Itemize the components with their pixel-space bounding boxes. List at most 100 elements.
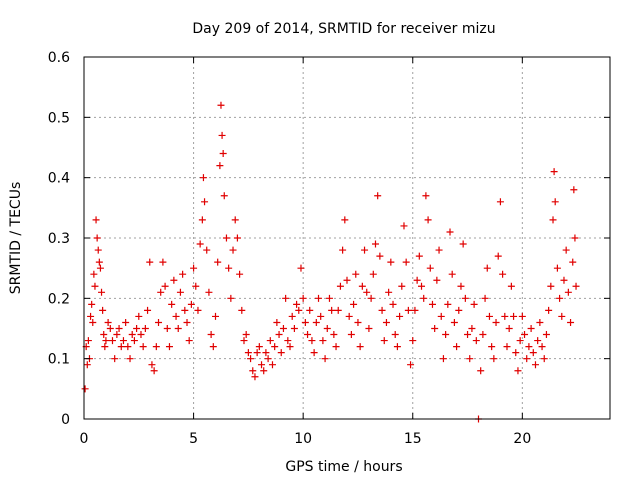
data-point — [402, 258, 410, 266]
data-point — [133, 325, 141, 332]
data-point — [236, 270, 244, 278]
data-point — [111, 355, 119, 363]
data-point — [304, 331, 312, 339]
data-point — [84, 337, 92, 345]
data-point — [562, 246, 570, 254]
x-axis-label: GPS time / hours — [285, 459, 402, 475]
data-point — [549, 216, 557, 224]
data-point — [217, 101, 225, 109]
data-point — [157, 288, 165, 296]
data-point — [104, 318, 112, 326]
data-point — [295, 306, 303, 314]
data-point — [527, 325, 535, 332]
data-point — [92, 216, 100, 224]
data-point — [218, 131, 226, 139]
data-point — [199, 174, 207, 182]
data-point — [183, 318, 191, 326]
data-point — [238, 306, 246, 314]
data-point — [424, 216, 432, 224]
data-point — [453, 343, 461, 351]
data-point — [187, 300, 195, 308]
data-point — [439, 355, 447, 363]
data-point — [538, 343, 546, 351]
x-tick-label: 15 — [404, 431, 422, 447]
data-point — [556, 294, 564, 302]
data-point — [174, 325, 182, 332]
data-point — [325, 294, 333, 302]
data-point — [361, 246, 369, 254]
x-tick-label: 20 — [513, 431, 531, 447]
data-point — [148, 361, 156, 369]
data-point — [282, 294, 290, 302]
data-point — [398, 282, 406, 290]
data-point — [450, 318, 458, 326]
y-axis-label: SRMTID / TECUs — [8, 182, 24, 295]
data-point — [231, 216, 239, 224]
data-point — [407, 361, 415, 369]
data-point — [350, 300, 358, 308]
data-point — [227, 294, 235, 302]
data-point — [426, 264, 434, 272]
data-point — [393, 343, 401, 351]
data-point — [216, 162, 224, 170]
data-point — [501, 312, 509, 320]
data-point — [428, 300, 436, 308]
data-point — [551, 198, 559, 206]
data-point — [510, 312, 518, 320]
data-point — [196, 240, 204, 248]
data-point — [124, 343, 132, 351]
data-point — [343, 276, 351, 284]
data-point — [268, 361, 276, 369]
data-point — [209, 343, 217, 351]
data-point — [547, 282, 555, 290]
data-point — [525, 343, 533, 351]
data-point — [168, 300, 176, 308]
data-point — [159, 258, 167, 266]
tick-layer: 0 0.1 0.2 0.3 0.4 0.5 0.6 0 5 10 15 20 — [48, 50, 610, 447]
data-point — [553, 264, 561, 272]
data-point — [299, 294, 307, 302]
data-point — [409, 337, 417, 345]
data-point — [485, 312, 493, 320]
data-point — [122, 318, 130, 326]
data-point — [179, 270, 187, 278]
data-point — [363, 288, 371, 296]
data-point — [518, 312, 526, 320]
data-point — [214, 258, 222, 266]
data-point — [358, 282, 366, 290]
y-tick-label: 0.6 — [48, 50, 70, 66]
data-point — [146, 258, 154, 266]
data-point — [301, 318, 309, 326]
data-point — [479, 331, 487, 339]
points-layer — [81, 101, 580, 423]
data-point — [89, 318, 97, 326]
data-point — [176, 288, 184, 296]
x-tick-label: 0 — [80, 431, 89, 447]
data-point — [380, 337, 388, 345]
data-point — [205, 288, 213, 296]
data-point — [155, 318, 163, 326]
data-point — [113, 331, 121, 339]
data-point — [437, 312, 445, 320]
data-point — [119, 337, 127, 345]
data-point — [279, 325, 287, 332]
data-point — [229, 246, 237, 254]
data-point — [150, 367, 158, 375]
data-point — [293, 300, 301, 308]
data-point — [347, 331, 355, 339]
data-point — [152, 343, 160, 351]
data-point — [172, 312, 180, 320]
data-point — [529, 349, 537, 357]
data-point — [385, 288, 393, 296]
data-point — [273, 318, 281, 326]
data-point — [516, 337, 524, 345]
data-point — [540, 355, 548, 363]
data-point — [101, 343, 109, 351]
data-point — [371, 240, 379, 248]
y-tick-label: 0.1 — [48, 352, 70, 368]
data-point — [391, 331, 399, 339]
data-point — [531, 361, 539, 369]
data-point — [288, 312, 296, 320]
data-point — [523, 355, 531, 363]
data-point — [507, 282, 515, 290]
